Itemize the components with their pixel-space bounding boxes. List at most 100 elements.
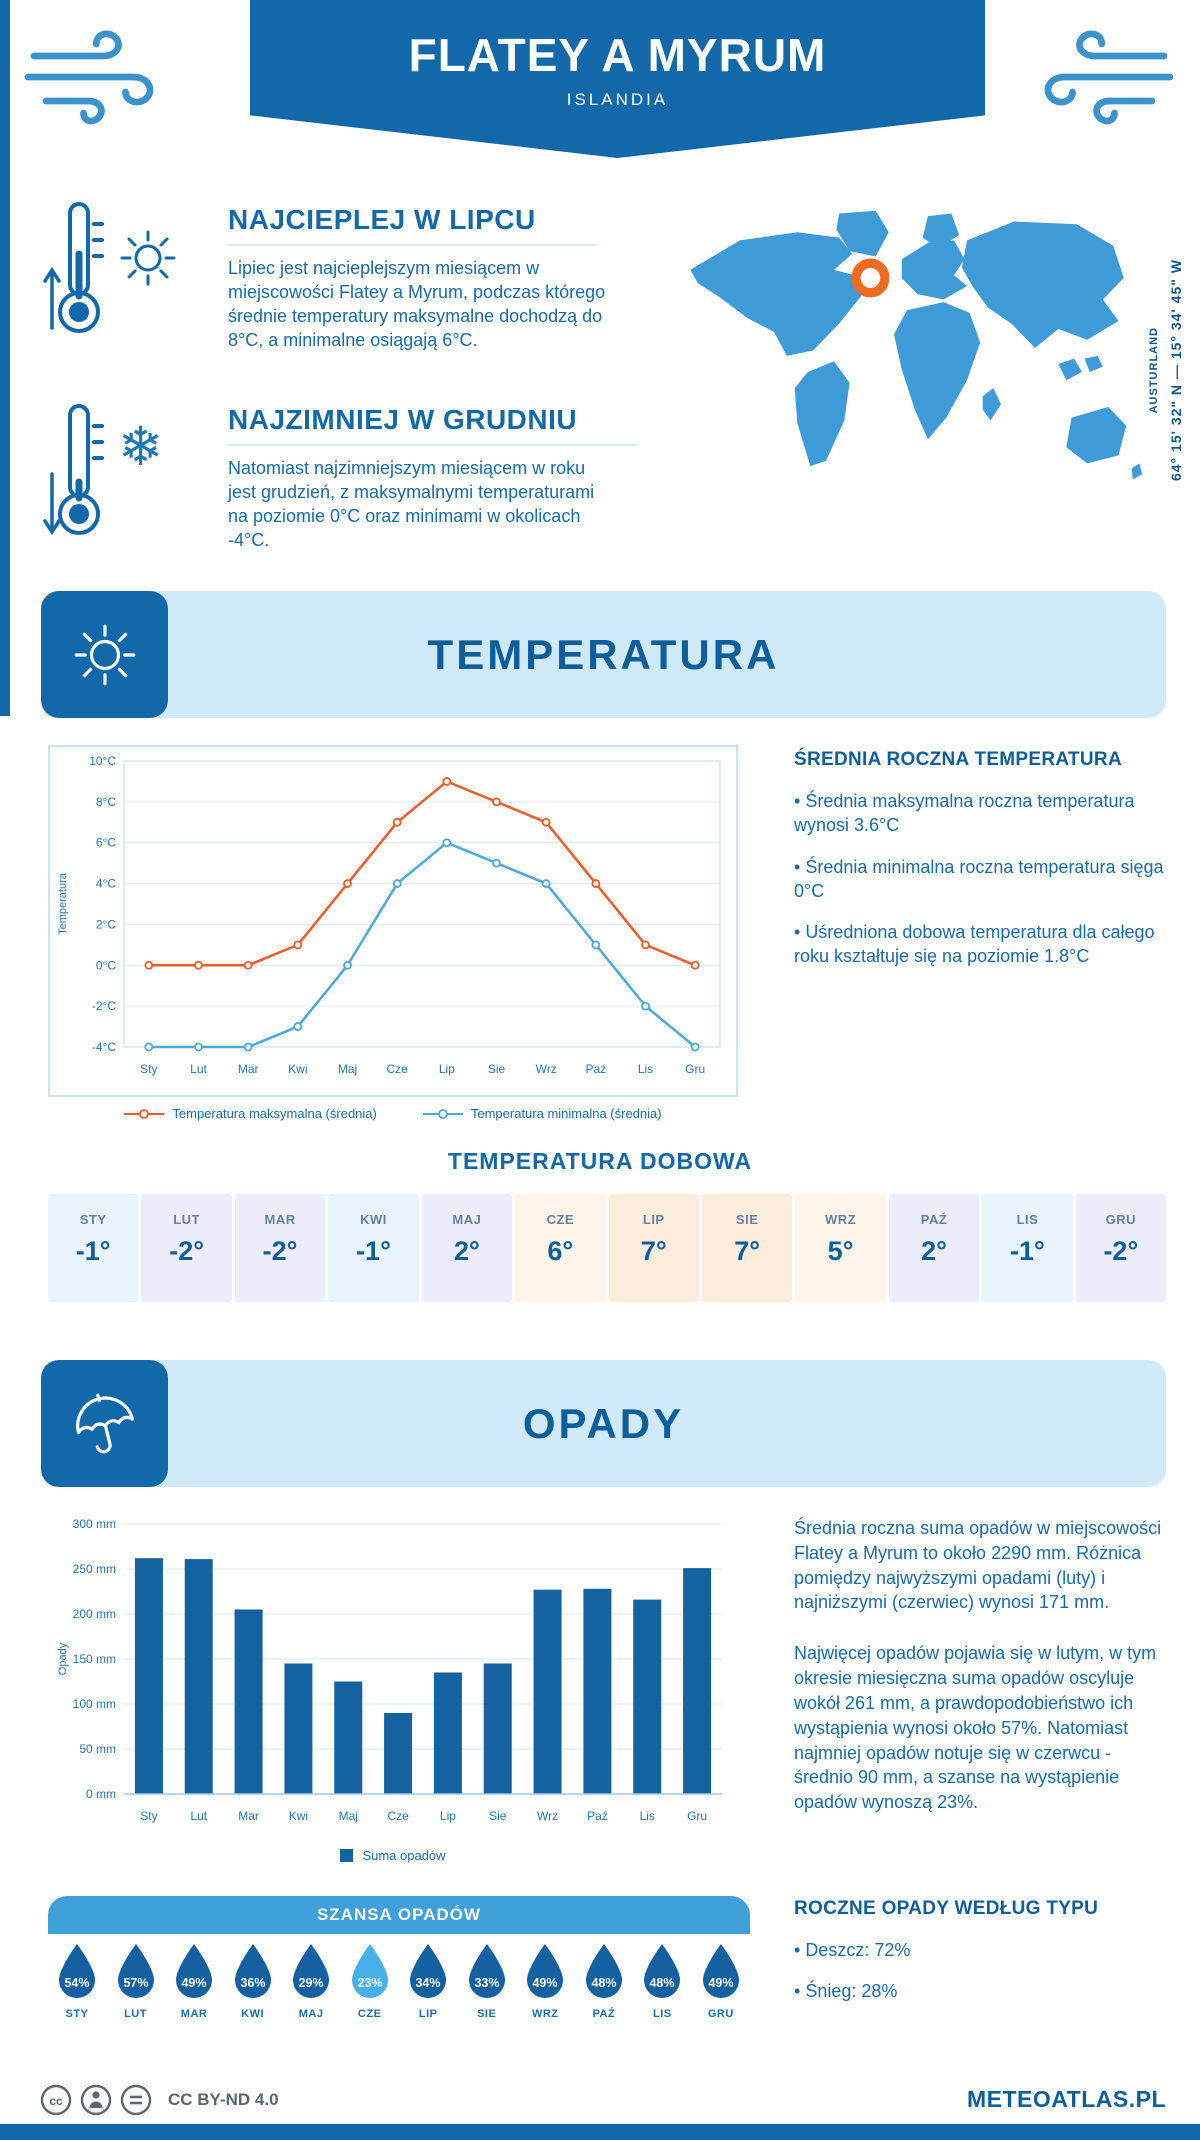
droplet-icon: 29%	[293, 1944, 330, 1998]
page-title: FLATEY A MYRUM	[408, 29, 827, 81]
daily-month-label: STY	[79, 1212, 107, 1227]
daily-temp-cell: MAJ 2°	[421, 1194, 513, 1302]
drop-month-label: LIP	[418, 2008, 438, 2020]
daily-month-label: CZE	[546, 1212, 575, 1227]
svg-text:150 mm: 150 mm	[73, 1652, 116, 1666]
svg-text:Lis: Lis	[638, 1062, 653, 1076]
daily-temp-value: 7°	[734, 1236, 761, 1266]
daily-temp-value: -1°	[75, 1236, 111, 1266]
droplet-icon: 34%	[410, 1944, 447, 1998]
precip-chance-item: 49% GRU	[696, 1942, 746, 2020]
daily-temp-value: -2°	[262, 1236, 298, 1266]
daily-temp-cell: LIP 7°	[608, 1194, 699, 1302]
svg-text:Wrz: Wrz	[537, 1809, 558, 1823]
location-marker	[851, 258, 890, 298]
snowflake-icon: ❄	[118, 417, 164, 477]
daily-temp-value: -2°	[169, 1236, 205, 1266]
cc-nd-icon	[120, 2084, 152, 2116]
precip-chance-item: 48% LIS	[637, 1942, 687, 2020]
svg-text:Mar: Mar	[238, 1809, 259, 1823]
drop-month-label: LUT	[124, 2008, 147, 2020]
daily-temperature-table: STY -1° LUT -2° MAR -2° KWI -1° MAJ 2° CZE 6° LIP 7° S…	[48, 1194, 1167, 1302]
droplet-icon: 33%	[468, 1944, 505, 1998]
precipitation-bar-chart: 0 mm 50 mm 100 mm 150 mm 200 mm 250 mm 300 mm S…	[57, 1517, 722, 1823]
header-banner: FLATEY A MYRUM ISLANDIA	[250, 0, 985, 158]
daily-temperature-heading: TEMPERATURA DOBOWA	[447, 1148, 753, 1174]
daily-month-label: LUT	[173, 1212, 201, 1227]
daily-month-label: SIE	[735, 1212, 759, 1227]
daily-month-label: PAŹ	[920, 1212, 948, 1227]
daily-temp-value: -2°	[1103, 1236, 1139, 1266]
precipitation-banner-title: OPADY	[522, 1399, 685, 1447]
daily-temp-value: -1°	[1010, 1236, 1045, 1266]
precip-chance-item: 34% LIP	[403, 1942, 453, 2020]
svg-text:Cze: Cze	[386, 1062, 408, 1076]
temperature-chart-legend: Temperatura maksymalna (średnia) Temperat…	[48, 1106, 738, 1121]
precipitation-section-banner: OPADY	[41, 1360, 1166, 1487]
svg-text:100 mm: 100 mm	[73, 1697, 116, 1711]
droplet-icon: 57%	[117, 1944, 154, 1998]
droplet-icon: 36%	[234, 1944, 271, 1998]
daily-temp-cell: WRZ 5°	[795, 1194, 886, 1302]
temperature-banner-icon	[41, 591, 168, 718]
svg-text:34%: 34%	[416, 1976, 441, 1990]
svg-text:Sty: Sty	[140, 1062, 157, 1076]
droplet-icon: 49%	[176, 1944, 213, 1998]
svg-text:Maj: Maj	[338, 1062, 357, 1076]
svg-text:cc: cc	[49, 2094, 63, 2108]
svg-text:Kwi: Kwi	[288, 1062, 307, 1076]
svg-text:4°C: 4°C	[96, 877, 116, 891]
daily-temp-value: 7°	[640, 1236, 667, 1266]
svg-text:50 mm: 50 mm	[79, 1742, 116, 1756]
svg-text:Lip: Lip	[440, 1809, 456, 1823]
daily-month-label: MAJ	[452, 1212, 482, 1227]
svg-text:Lis: Lis	[640, 1809, 655, 1823]
left-accent-strip	[0, 0, 10, 716]
svg-text:Paź: Paź	[587, 1809, 608, 1823]
map-coordinates-block: AUSTURLAND 64° 15' 32" N — 15° 34' 45" W	[1148, 200, 1184, 540]
thermometer-cold-icon	[43, 404, 104, 536]
svg-text:250 mm: 250 mm	[73, 1562, 116, 1576]
umbrella-icon	[75, 1393, 134, 1453]
precip-chance-item: 23% CZE	[345, 1942, 395, 2020]
svg-text:57%: 57%	[123, 1976, 148, 1990]
svg-text:Sie: Sie	[488, 1062, 506, 1076]
svg-text:29%: 29%	[299, 1976, 324, 1990]
drop-month-label: GRU	[707, 2008, 734, 2020]
map-coordinates-label: 64° 15' 32" N — 15° 34' 45" W	[1168, 258, 1184, 481]
precip-chance-item: 49% WRZ	[520, 1942, 570, 2020]
temperature-bullet: Uśredniona dobowa temperatura dla całego…	[794, 920, 1172, 969]
precipitation-chart-legend: Suma opadów	[48, 1848, 738, 1863]
svg-text:49%: 49%	[708, 1976, 733, 1990]
svg-text:36%: 36%	[240, 1976, 265, 1990]
temperature-section-banner: TEMPERATURA	[41, 591, 1166, 718]
drop-month-label: STY	[65, 2008, 89, 2020]
drop-month-label: KWI	[241, 2008, 265, 2020]
sun-icon	[74, 624, 135, 685]
daily-month-label: LIP	[642, 1212, 665, 1227]
droplet-icon: 48%	[644, 1944, 681, 1998]
cold-section-text: Natomiast najzimniejszym miesiącem w rok…	[228, 458, 595, 551]
svg-text:Lut: Lut	[190, 1809, 207, 1823]
drop-month-label: MAR	[180, 2008, 208, 2020]
temperature-summary-heading: ŚREDNIA ROCZNA TEMPERATURA	[794, 749, 1122, 770]
daily-month-label: MAR	[264, 1212, 296, 1227]
precip-chance-heading: SZANSA OPADÓW	[48, 1896, 750, 1934]
svg-text:300 mm: 300 mm	[73, 1517, 116, 1531]
daily-temp-cell: LIS -1°	[982, 1194, 1073, 1302]
svg-text:Maj: Maj	[339, 1809, 358, 1823]
svg-text:2°C: 2°C	[96, 917, 116, 931]
daily-month-label: KWI	[360, 1212, 387, 1227]
precip-chance-item: 36% KWI	[228, 1942, 278, 2020]
svg-text:Lut: Lut	[190, 1062, 207, 1076]
world-map	[690, 210, 1142, 480]
svg-text:0°C: 0°C	[96, 958, 116, 972]
precipitation-paragraph: Średnia roczna suma opadów w miejscowośc…	[794, 1518, 1162, 1613]
wind-icon	[1044, 30, 1174, 125]
cc-by-icon	[80, 2084, 112, 2116]
svg-text:Gru: Gru	[687, 1809, 707, 1823]
svg-text:Sie: Sie	[489, 1809, 507, 1823]
daily-temp-cell: MAR -2°	[234, 1194, 326, 1302]
license-label: CC BY-ND 4.0	[168, 2090, 279, 2109]
